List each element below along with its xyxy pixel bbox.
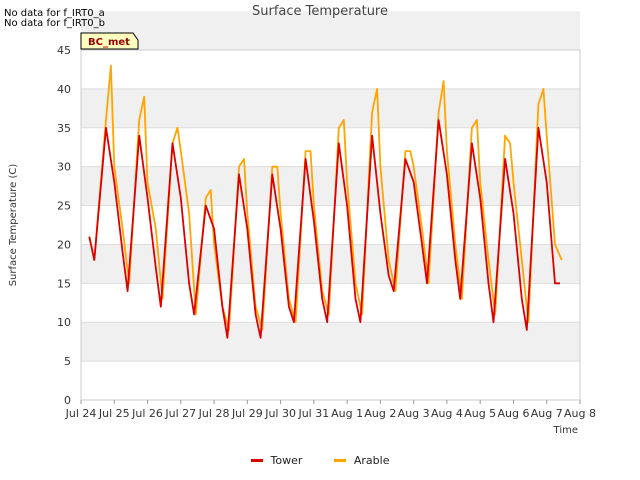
x-tick-label: Jul 29 xyxy=(231,407,263,420)
no-data-note-a: No data for f_IRT0_a xyxy=(4,8,105,19)
y-tick-label: 40 xyxy=(57,83,71,96)
x-tick-label: Aug 4 xyxy=(431,407,463,420)
legend-swatch-tower xyxy=(250,459,263,462)
y-tick-label: 45 xyxy=(57,44,71,57)
plot-frame xyxy=(80,49,581,401)
x-tick-label: Jul 31 xyxy=(297,407,329,420)
y-tick-label: 20 xyxy=(57,238,71,251)
plot-band xyxy=(81,11,580,50)
series-lines xyxy=(88,64,563,339)
series-line-tower xyxy=(88,119,560,339)
y-tick-label: 15 xyxy=(57,277,71,290)
x-tick-label: Aug 2 xyxy=(364,407,396,420)
legend-item-tower: Tower xyxy=(250,454,303,467)
x-tick-label: Aug 6 xyxy=(497,407,529,420)
badge-label: BC_met xyxy=(88,37,130,48)
y-tick-label: 25 xyxy=(57,200,71,213)
y-axis-ticks: 0 5 10 15 20 25 30 35 40 45 xyxy=(57,44,71,407)
plot-band xyxy=(81,88,580,128)
x-tick-label: Aug 7 xyxy=(531,407,563,420)
y-tick-label: 5 xyxy=(64,355,71,368)
x-tick-label: Aug 1 xyxy=(331,407,363,420)
plot-band xyxy=(81,322,580,362)
x-tick-label: Aug 5 xyxy=(464,407,496,420)
plot-band xyxy=(81,166,580,206)
x-axis-ticks: Jul 24 Jul 25 Jul 26 Jul 27 Jul 28 Jul 29 Jul … xyxy=(65,400,596,420)
x-axis-label: Time xyxy=(553,425,578,436)
legend-label-arable: Arable xyxy=(353,454,390,467)
y-tick-label: 10 xyxy=(57,316,71,329)
x-tick-label: Aug 3 xyxy=(398,407,430,420)
x-tick-label: Jul 30 xyxy=(264,407,296,420)
x-tick-label: Jul 24 xyxy=(65,407,97,420)
y-tick-label: 30 xyxy=(57,161,71,174)
x-tick-label: Jul 27 xyxy=(164,407,196,420)
y-axis-label: Surface Temperature (C) xyxy=(8,164,19,287)
no-data-note-b: No data for f_IRT0_b xyxy=(4,18,105,29)
badge: BC_met xyxy=(80,32,139,50)
badge-shape xyxy=(80,32,139,50)
x-tick-label: Aug 8 xyxy=(564,407,596,420)
y-tick-label: 35 xyxy=(57,122,71,135)
x-tick-label: Jul 25 xyxy=(98,407,130,420)
x-tick-label: Jul 26 xyxy=(131,407,163,420)
legend-swatch-arable xyxy=(333,459,346,462)
legend-label-tower: Tower xyxy=(270,454,303,467)
legend: Tower Arable xyxy=(0,452,640,467)
x-tick-label: Jul 28 xyxy=(198,407,230,420)
y-tick-label: 0 xyxy=(64,394,71,407)
chart-title: Surface Temperature xyxy=(252,4,388,19)
legend-item-arable: Arable xyxy=(333,454,390,467)
plot-bands xyxy=(81,11,580,362)
